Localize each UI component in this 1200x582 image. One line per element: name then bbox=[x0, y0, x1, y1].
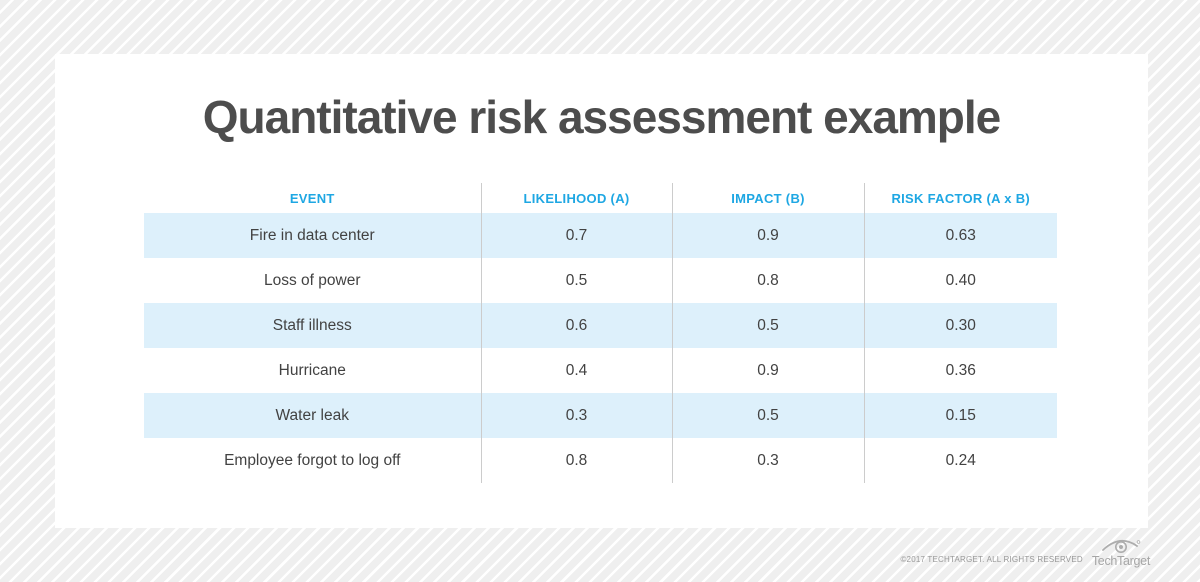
risk-factor-cell: 0.40 bbox=[863, 258, 1057, 303]
impact-cell: 0.3 bbox=[671, 438, 864, 483]
eye-target-icon bbox=[1102, 540, 1141, 553]
event-cell: Water leak bbox=[144, 393, 481, 438]
column-header-impact: IMPACT (B) bbox=[671, 183, 864, 213]
event-cell: Fire in data center bbox=[144, 213, 481, 258]
page-title: Quantitative risk assessment example bbox=[202, 91, 1002, 143]
risk-factor-cell: 0.24 bbox=[863, 438, 1057, 483]
risk-factor-cell: 0.30 bbox=[863, 303, 1057, 348]
risk-factor-cell: 0.36 bbox=[863, 348, 1057, 393]
copyright-text: ©2017 TECHTARGET. ALL RIGHTS RESERVED bbox=[900, 554, 1083, 564]
risk-factor-cell: 0.63 bbox=[863, 213, 1057, 258]
impact-cell: 0.8 bbox=[671, 258, 864, 303]
column-header-event: EVENT bbox=[289, 190, 335, 206]
impact-cell: 0.9 bbox=[671, 348, 864, 393]
impact-cell: 0.5 bbox=[671, 393, 864, 438]
likelihood-cell: 0.4 bbox=[480, 348, 672, 393]
table-row: Loss of power 0.5 0.8 0.40 bbox=[144, 258, 1057, 303]
risk-factor-cell: 0.15 bbox=[863, 393, 1057, 438]
event-cell: Loss of power bbox=[144, 258, 481, 303]
techtarget-logo-text: TechTarget bbox=[1091, 554, 1150, 568]
event-cell: Staff illness bbox=[144, 303, 481, 348]
likelihood-cell: 0.8 bbox=[480, 438, 672, 483]
likelihood-cell: 0.7 bbox=[480, 213, 672, 258]
event-cell: Hurricane bbox=[144, 348, 481, 393]
table-row: Fire in data center 0.7 0.9 0.63 bbox=[144, 213, 1057, 258]
table-row: Hurricane 0.4 0.9 0.36 bbox=[144, 348, 1057, 393]
table-row: Staff illness 0.6 0.5 0.30 bbox=[144, 303, 1057, 348]
table-row: Water leak 0.3 0.5 0.15 bbox=[144, 393, 1057, 438]
footer: ©2017 TECHTARGET. ALL RIGHTS RESERVED Te… bbox=[900, 537, 1150, 575]
table-header-row: EVENT LIKELIHOOD (A) IMPACT (B) RISK FAC… bbox=[144, 183, 1057, 213]
impact-cell: 0.5 bbox=[671, 303, 864, 348]
techtarget-logo: TechTarget bbox=[1092, 537, 1150, 575]
event-cell: Employee forgot to log off bbox=[144, 438, 481, 483]
column-header-risk-factor: RISK FACTOR (A x B) bbox=[863, 183, 1057, 213]
likelihood-cell: 0.3 bbox=[480, 393, 672, 438]
risk-table-body: Fire in data center 0.7 0.9 0.63 Loss of pow… bbox=[144, 213, 1057, 483]
likelihood-cell: 0.6 bbox=[480, 303, 672, 348]
likelihood-cell: 0.5 bbox=[480, 258, 672, 303]
column-header-likelihood: LIKELIHOOD (A) bbox=[480, 183, 672, 213]
table-row: Employee forgot to log off 0.8 0.3 0.24 bbox=[144, 438, 1057, 483]
risk-assessment-table: EVENT LIKELIHOOD (A) IMPACT (B) RISK FAC… bbox=[144, 183, 1057, 483]
impact-cell: 0.9 bbox=[671, 213, 864, 258]
